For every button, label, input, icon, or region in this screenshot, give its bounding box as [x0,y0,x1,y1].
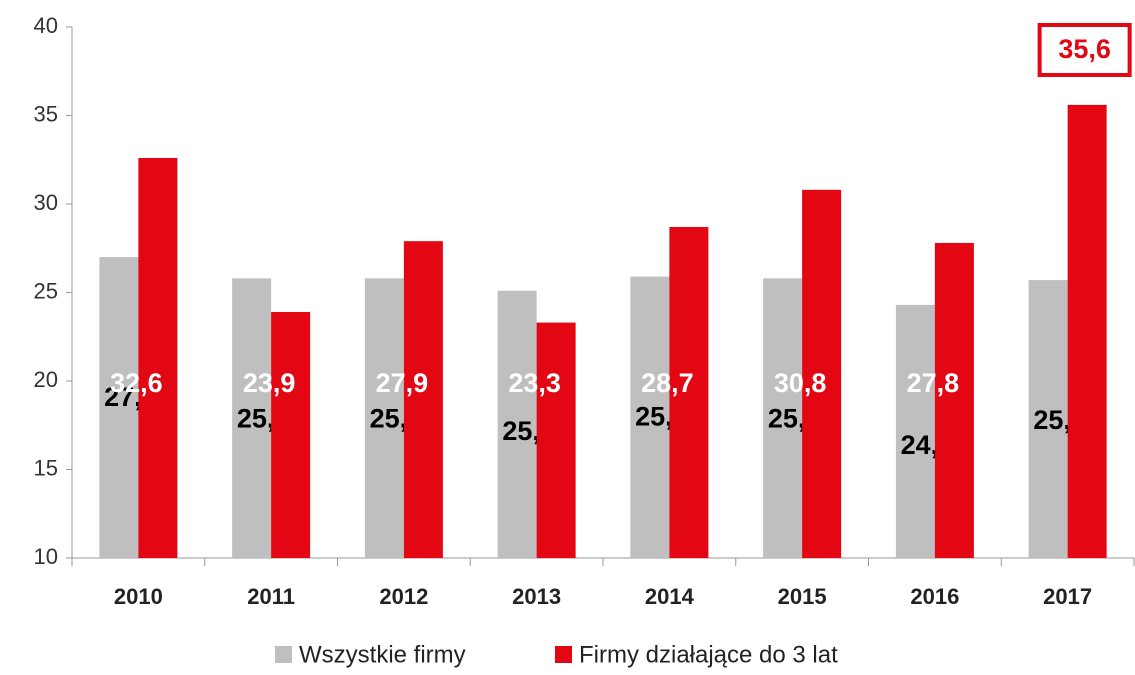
data-label: 35,6 [1058,34,1111,64]
x-tick-label: 2012 [379,584,428,609]
bar [630,276,670,558]
bar [99,257,139,558]
bar [763,278,803,558]
legend-swatch [275,646,292,663]
bar [364,278,404,558]
y-tick-label: 40 [34,13,58,38]
x-tick-label: 2011 [247,584,295,609]
x-tick-label: 2016 [910,584,959,609]
data-label: 27,8 [907,368,960,398]
bar [271,311,311,558]
data-label: 28,7 [641,368,694,398]
x-tick-label: 2014 [645,584,695,609]
bar [1028,280,1068,558]
bar [232,278,272,558]
highlight-box [1037,23,1132,77]
data-label: 23,9 [243,368,296,398]
bar [934,242,974,558]
x-tick-label: 2015 [778,584,827,609]
y-tick-label: 15 [34,455,58,480]
data-label: 30,8 [774,368,827,398]
x-tick-label: 2017 [1043,584,1092,609]
x-tick-label: 2013 [512,584,561,609]
bar [1067,104,1107,558]
bar [669,227,709,558]
x-tick-label: 2010 [114,584,163,609]
bar [895,304,935,558]
y-tick-label: 25 [34,278,58,303]
y-tick-label: 20 [34,367,58,392]
data-label: 32,6 [110,368,163,398]
legend-label: Firmy działające do 3 lat [579,641,838,668]
bar [802,189,842,558]
y-tick-label: 10 [34,544,58,569]
y-tick-label: 35 [34,101,58,126]
legend-swatch [555,646,572,663]
data-label: 23,3 [508,368,561,398]
legend-label: Wszystkie firmy [299,641,466,668]
bar [138,157,178,559]
bar [403,241,443,559]
data-label: 27,9 [376,368,429,398]
y-tick-label: 30 [34,190,58,215]
bar [497,290,537,558]
bar [536,322,576,558]
